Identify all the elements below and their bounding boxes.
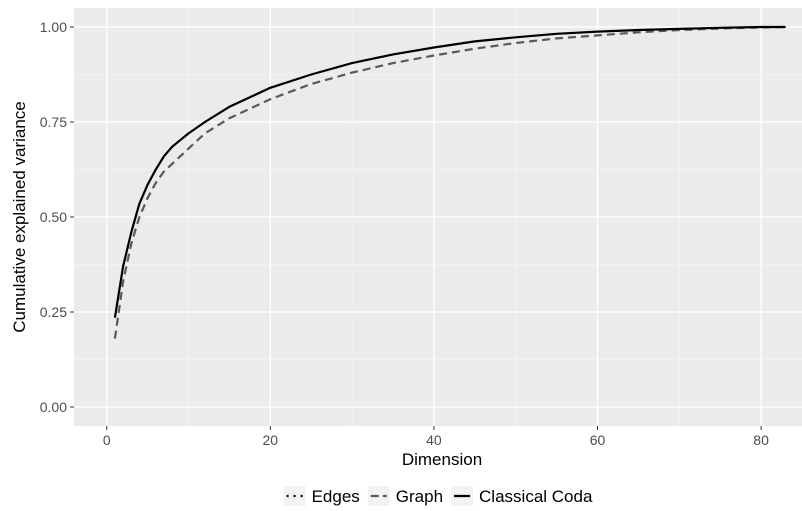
x-axis-title: Dimension <box>402 450 482 469</box>
x-tick-label: 20 <box>263 432 279 448</box>
y-tick-label: 1.00 <box>40 19 67 35</box>
series-line-graph <box>113 25 786 339</box>
x-tick-label: 80 <box>753 432 769 448</box>
x-tick-label: 60 <box>590 432 606 448</box>
grid-major <box>74 8 802 426</box>
legend: Edges Graph Classical Coda <box>283 486 593 506</box>
x-tick-label: 40 <box>426 432 442 448</box>
series-layer <box>113 25 786 339</box>
y-axis-ticks: 0.00 0.25 0.50 0.75 1.00 <box>40 19 74 415</box>
y-tick-label: 0.00 <box>40 399 67 415</box>
y-tick-label: 0.25 <box>40 304 67 320</box>
x-axis-ticks: 0 20 40 60 80 <box>103 426 769 448</box>
legend-label-edges: Edges <box>312 487 360 506</box>
legend-label-graph: Graph <box>396 487 443 506</box>
x-tick-label: 0 <box>103 432 111 448</box>
legend-label-classical-coda: Classical Coda <box>479 487 593 506</box>
series-line-classical-coda <box>113 25 786 318</box>
y-axis-title: Cumulative explained variance <box>10 101 29 333</box>
y-tick-label: 0.75 <box>40 114 67 130</box>
y-tick-label: 0.50 <box>40 209 67 225</box>
